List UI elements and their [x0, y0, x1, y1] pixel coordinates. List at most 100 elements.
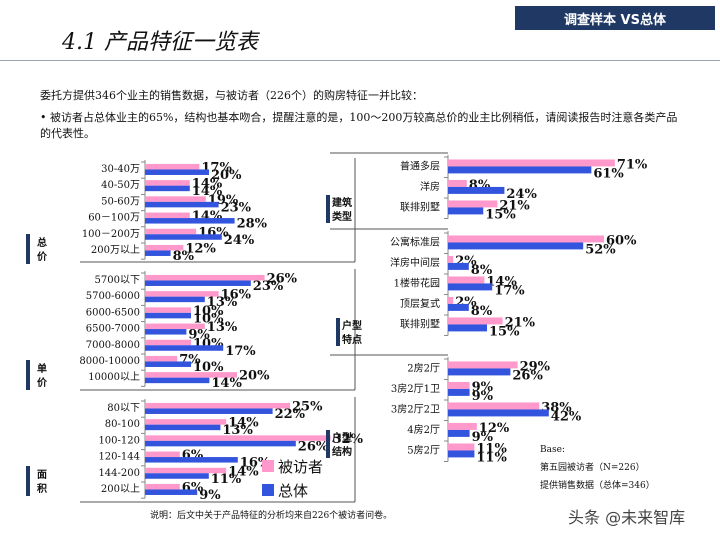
tick-label: 6500-7000 [86, 324, 140, 335]
data-label: 25% [292, 399, 323, 414]
bar-respondents [145, 467, 227, 474]
bar-respondents [145, 274, 265, 281]
bar-total [448, 450, 475, 458]
tick-label: 80-100 [105, 419, 140, 430]
tick-label: 50-60万 [101, 196, 140, 207]
bar-total [448, 242, 584, 250]
watermark: 头条 @未来智库 [568, 508, 686, 527]
data-label: 24% [224, 233, 255, 248]
data-label: 14% [192, 177, 223, 192]
bar-total [145, 408, 273, 414]
bar-respondents [145, 212, 190, 219]
bar-total [448, 303, 469, 311]
tick-label: 5700-6000 [86, 291, 140, 302]
tick-label: 5700以下 [95, 275, 140, 286]
data-label: 61% [593, 166, 624, 181]
data-label: 28% [237, 217, 268, 232]
data-label: 13% [222, 423, 253, 438]
data-label: 9% [472, 430, 494, 445]
tick-label: 3房2厅2卫 [391, 403, 440, 416]
tick-label: 顶层复式 [400, 297, 440, 310]
legend-label-respondents: 被访者 [278, 458, 323, 476]
bar-respondents [448, 200, 498, 208]
data-label: 24% [506, 187, 537, 202]
bar-respondents [145, 163, 200, 170]
bar-respondents [448, 443, 475, 451]
bar-respondents [145, 355, 178, 362]
bar-respondents [448, 381, 470, 389]
bar-respondents [145, 435, 331, 441]
bar-respondents [448, 159, 615, 167]
data-label: 60% [606, 233, 637, 248]
data-label: 20% [239, 369, 270, 384]
bar-total [145, 377, 210, 384]
bar-total [448, 368, 511, 376]
tick-label: 200万以上 [91, 244, 140, 256]
bar-respondents [448, 179, 467, 187]
tick-label: 1楼带花园 [394, 277, 440, 290]
bar-total [145, 424, 221, 431]
data-label: 8% [471, 263, 493, 278]
legend-swatch-total [262, 484, 274, 496]
tick-label: 普通多层 [400, 160, 440, 173]
bar-total [145, 473, 209, 479]
bar-total [145, 312, 191, 319]
bar-respondents [448, 402, 540, 410]
data-label: 14% [192, 184, 223, 199]
data-label: 11% [476, 441, 507, 456]
data-label: 42% [551, 409, 582, 424]
bar-respondents [145, 339, 191, 346]
bar-total [145, 280, 251, 286]
bar-total [145, 234, 222, 240]
data-label: 14% [211, 376, 242, 391]
data-label: 23% [221, 200, 252, 215]
group-tag: 类型 [332, 210, 352, 223]
bar-total [145, 440, 296, 447]
bar-total [448, 324, 487, 332]
tick-label: 40-50万 [101, 180, 140, 191]
data-label: 22% [275, 407, 306, 422]
base-note-title: Base: [540, 445, 565, 455]
tick-label: 8000-10000 [79, 356, 140, 367]
bar-respondents [448, 255, 454, 263]
bar-total [145, 345, 224, 351]
bar-respondents [448, 422, 477, 430]
bar-total [145, 218, 235, 224]
bar-respondents [145, 244, 184, 251]
data-label: 10% [193, 360, 224, 375]
data-label: 13% [207, 320, 238, 335]
data-label: 14% [228, 416, 259, 431]
tick-label: 30-40万 [101, 164, 140, 175]
footer-note: 说明：后文中关于产品特征的分析均来自226个被访者问卷。 [150, 511, 393, 521]
data-label: 11% [211, 472, 242, 487]
bar-total [145, 329, 187, 335]
group-tag: 户型 [331, 431, 352, 444]
tick-label: 洋房 [420, 180, 440, 193]
bar-respondents [448, 276, 485, 284]
bar-total [448, 207, 484, 215]
group-tag: 价 [37, 251, 48, 263]
data-label: 8% [471, 304, 493, 319]
data-label: 14% [228, 464, 259, 479]
data-label: 17% [494, 283, 525, 298]
base-note-line1: 第五园被访者（N=226） [540, 461, 645, 473]
bar-respondents [145, 180, 190, 186]
tick-label: 80以下 [107, 403, 140, 414]
bar-respondents [448, 235, 604, 243]
data-label: 12% [479, 421, 510, 436]
tick-label: 100－200万 [82, 229, 140, 240]
data-label: 15% [485, 207, 516, 222]
bar-total [448, 186, 505, 194]
group-tag: 单 [37, 362, 47, 375]
data-label: 10% [193, 304, 224, 319]
bar-respondents [448, 361, 518, 369]
data-label: 38% [541, 400, 572, 415]
group-tag-bar-4 [336, 318, 340, 346]
bullet-text: • 被访者占总体业主的65%，结构也基本吻合，提醒注意的是，100～200万较高… [40, 111, 678, 140]
bar-respondents [448, 317, 503, 325]
data-label: 9% [472, 389, 494, 404]
header-badge: 调查样本 VS总体 [515, 6, 715, 30]
tick-label: 100-120 [98, 435, 140, 446]
bar-total [448, 166, 592, 174]
